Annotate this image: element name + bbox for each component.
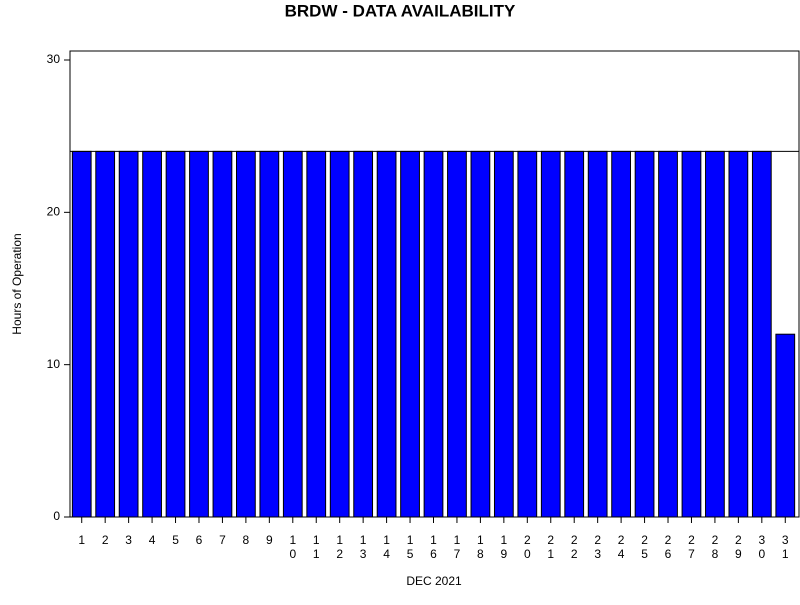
x-tick-label: 9 [266, 533, 273, 547]
bar [165, 150, 186, 518]
bar [705, 150, 725, 518]
x-tick-label: 1 [78, 533, 85, 547]
bar [118, 150, 139, 518]
x-tick-label: 4 [149, 533, 156, 547]
bar [611, 150, 631, 518]
x-tick-label: 3 [125, 533, 132, 547]
x-axis-label: DEC 2021 [406, 574, 462, 588]
bar [189, 150, 209, 518]
bar [681, 150, 702, 518]
x-tick-label: 8 [243, 533, 250, 547]
bar [751, 150, 772, 518]
bar [634, 150, 655, 518]
y-axis-label: Hours of Operation [10, 233, 24, 334]
y-tick-label: 30 [47, 52, 61, 66]
bar [329, 150, 350, 518]
bar [423, 150, 444, 518]
bar [95, 150, 116, 518]
bar [447, 150, 467, 518]
bar [564, 150, 585, 518]
bar [493, 150, 514, 518]
bar [236, 150, 256, 518]
x-tick-label: 6 [196, 533, 203, 547]
bar [306, 150, 327, 518]
bar [376, 150, 397, 518]
bar [658, 150, 678, 518]
bar [212, 150, 233, 518]
bar [400, 150, 420, 518]
y-tick-label: 10 [47, 357, 61, 371]
bar [282, 150, 303, 518]
bar [587, 150, 608, 518]
bar [728, 150, 749, 518]
y-tick-label: 20 [47, 205, 61, 219]
bar [517, 150, 538, 518]
bar [142, 150, 162, 518]
bar [540, 150, 561, 518]
bar [259, 150, 280, 518]
chart-title: BRDW - DATA AVAILABILITY [285, 1, 516, 20]
y-tick-label: 0 [53, 509, 60, 523]
bar [470, 150, 491, 518]
bar [775, 333, 796, 518]
x-tick-label: 5 [172, 533, 179, 547]
bar [353, 150, 374, 518]
x-tick-label: 7 [219, 533, 226, 547]
x-tick-label: 2 [102, 533, 109, 547]
bar [71, 150, 92, 518]
